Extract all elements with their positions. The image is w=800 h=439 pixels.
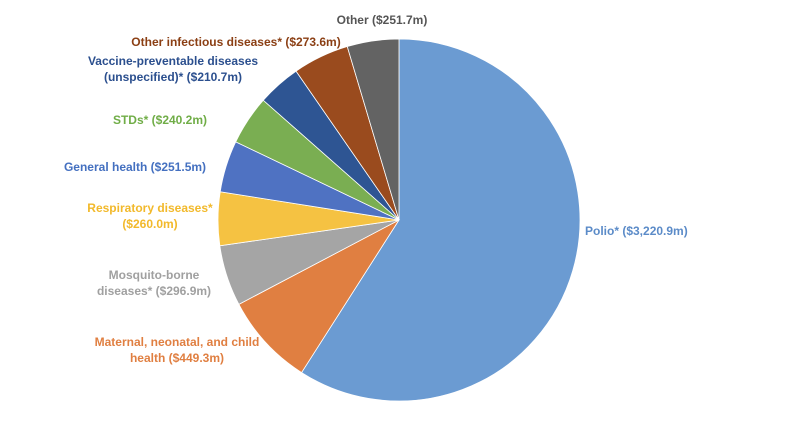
data-label-stds: STDs* ($240.2m)	[113, 113, 207, 127]
data-label-line: STDs* ($240.2m)	[113, 113, 207, 127]
pie-slice-maternal-neonatal-and-child-health	[238, 218, 401, 374]
pie-labels: Polio* ($3,220.9m) Maternal, neonatal, an…	[64, 13, 688, 365]
data-label-vaccine-preventable-diseases-unspecified: Vaccine-preventable diseases (unspecified…	[88, 54, 258, 84]
data-label-line: Maternal, neonatal, and child	[95, 335, 260, 349]
data-label-line: Other ($251.7m)	[337, 13, 428, 27]
data-label-respiratory-diseases: Respiratory diseases* ($260.0m)	[87, 201, 213, 231]
data-label-line: General health ($251.5m)	[64, 160, 206, 174]
data-label-line: diseases* ($296.9m)	[97, 284, 211, 298]
data-label-line: Other infectious diseases* ($273.6m)	[131, 35, 340, 49]
data-label-line: Vaccine-preventable diseases	[88, 54, 258, 68]
data-label-maternal-neonatal-and-child-health: Maternal, neonatal, and child health ($44…	[95, 335, 260, 365]
data-label-line: health ($449.3m)	[130, 351, 224, 365]
data-label-other: Other ($251.7m)	[337, 13, 428, 27]
data-label-other-infectious-diseases: Other infectious diseases* ($273.6m)	[131, 35, 340, 49]
data-label-line: Mosquito-borne	[109, 268, 200, 282]
data-label-line: Respiratory diseases*	[87, 201, 213, 215]
data-label-line: ($260.0m)	[122, 217, 177, 231]
data-label-line: (unspecified)* ($210.7m)	[104, 70, 242, 84]
data-label-mosquito-borne-diseases: Mosquito-borne diseases* ($296.9m)	[97, 268, 211, 298]
pie-slice-polio	[301, 38, 581, 402]
data-label-line: Polio* ($3,220.9m)	[585, 224, 688, 238]
pie-slices	[217, 38, 581, 402]
data-label-polio: Polio* ($3,220.9m)	[585, 224, 688, 238]
data-label-general-health: General health ($251.5m)	[64, 160, 206, 174]
pie-slice-other	[346, 38, 400, 221]
